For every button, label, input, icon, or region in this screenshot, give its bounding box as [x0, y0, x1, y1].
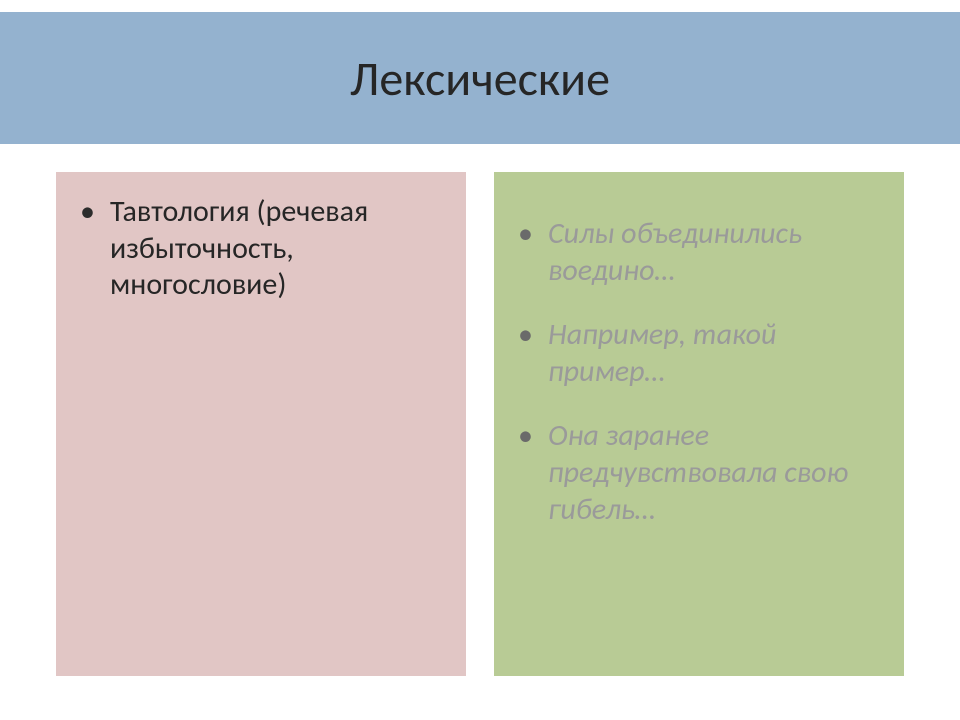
- right-list: Силы объединились воедино… Например, так…: [548, 216, 880, 528]
- right-column: Силы объединились воедино… Например, так…: [494, 172, 904, 676]
- left-column: Тавтология (речевая избыточность, многос…: [56, 172, 466, 676]
- slide: Лексические Тавтология (речевая избыточн…: [0, 0, 960, 720]
- content-columns: Тавтология (речевая избыточность, многос…: [56, 172, 904, 676]
- title-band: Лексические: [0, 12, 960, 144]
- list-item: Например, такой пример…: [548, 317, 880, 390]
- list-item: Она заранее предчувствовала свою гибель…: [548, 418, 880, 528]
- left-list: Тавтология (речевая избыточность, многос…: [110, 194, 442, 304]
- slide-title: Лексические: [350, 49, 610, 108]
- list-item: Тавтология (речевая избыточность, многос…: [110, 194, 442, 304]
- list-item: Силы объединились воедино…: [548, 216, 880, 289]
